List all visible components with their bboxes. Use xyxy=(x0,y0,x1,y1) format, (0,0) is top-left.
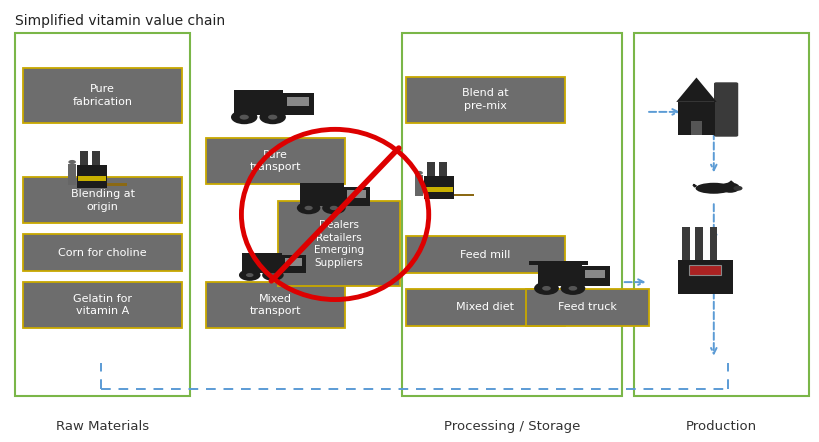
FancyBboxPatch shape xyxy=(206,282,345,328)
FancyBboxPatch shape xyxy=(690,121,701,135)
FancyBboxPatch shape xyxy=(206,138,345,184)
FancyBboxPatch shape xyxy=(713,82,737,137)
Circle shape xyxy=(560,282,585,295)
Circle shape xyxy=(246,273,253,277)
Text: Corn for choline: Corn for choline xyxy=(58,248,147,258)
FancyBboxPatch shape xyxy=(68,164,76,186)
FancyBboxPatch shape xyxy=(425,187,452,192)
Text: Raw Materials: Raw Materials xyxy=(56,419,149,433)
FancyBboxPatch shape xyxy=(414,175,423,196)
FancyBboxPatch shape xyxy=(23,68,182,123)
Text: Mixed diet: Mixed diet xyxy=(456,302,514,312)
FancyBboxPatch shape xyxy=(107,183,127,186)
FancyBboxPatch shape xyxy=(242,252,282,273)
FancyBboxPatch shape xyxy=(23,234,182,271)
Circle shape xyxy=(304,206,312,210)
Circle shape xyxy=(329,206,337,210)
FancyBboxPatch shape xyxy=(92,151,100,165)
FancyBboxPatch shape xyxy=(528,261,587,264)
FancyBboxPatch shape xyxy=(526,289,648,326)
Ellipse shape xyxy=(695,183,731,194)
Circle shape xyxy=(231,110,257,124)
FancyBboxPatch shape xyxy=(537,263,581,286)
FancyBboxPatch shape xyxy=(23,177,182,223)
FancyBboxPatch shape xyxy=(343,187,370,206)
FancyBboxPatch shape xyxy=(438,162,446,175)
Text: Pure
fabrication: Pure fabrication xyxy=(72,84,133,107)
Text: Blend at
pre-mix: Blend at pre-mix xyxy=(461,88,508,111)
Text: Production: Production xyxy=(686,419,756,433)
Circle shape xyxy=(322,202,346,214)
FancyBboxPatch shape xyxy=(234,90,283,115)
Text: Simplified vitamin value chain: Simplified vitamin value chain xyxy=(15,14,225,28)
Text: Feed truck: Feed truck xyxy=(558,302,616,312)
FancyBboxPatch shape xyxy=(584,270,604,278)
Circle shape xyxy=(268,114,277,120)
FancyBboxPatch shape xyxy=(581,266,609,286)
FancyBboxPatch shape xyxy=(284,258,302,266)
Text: Processing / Storage: Processing / Storage xyxy=(443,419,579,433)
Circle shape xyxy=(238,269,260,281)
Text: Gelatin for
vitamin A: Gelatin for vitamin A xyxy=(73,293,132,316)
Polygon shape xyxy=(726,180,734,183)
FancyBboxPatch shape xyxy=(23,282,182,328)
FancyBboxPatch shape xyxy=(405,289,564,326)
FancyBboxPatch shape xyxy=(681,227,689,260)
Circle shape xyxy=(533,282,559,295)
Circle shape xyxy=(720,183,739,193)
FancyBboxPatch shape xyxy=(282,255,305,273)
FancyBboxPatch shape xyxy=(300,183,343,206)
Circle shape xyxy=(414,171,423,175)
FancyBboxPatch shape xyxy=(708,227,717,260)
Text: Mixed
transport: Mixed transport xyxy=(250,293,301,316)
Circle shape xyxy=(541,286,550,291)
Polygon shape xyxy=(676,77,716,102)
FancyBboxPatch shape xyxy=(423,175,454,198)
Circle shape xyxy=(259,110,286,124)
Circle shape xyxy=(68,160,76,164)
FancyBboxPatch shape xyxy=(346,190,365,198)
FancyBboxPatch shape xyxy=(677,102,714,135)
Circle shape xyxy=(568,286,577,291)
Text: Pure
transport: Pure transport xyxy=(250,149,301,172)
Text: Feed mill: Feed mill xyxy=(459,250,510,260)
FancyBboxPatch shape xyxy=(405,236,564,273)
FancyBboxPatch shape xyxy=(77,165,107,188)
Text: Blending at
origin: Blending at origin xyxy=(70,189,134,212)
FancyBboxPatch shape xyxy=(405,77,564,123)
Circle shape xyxy=(269,273,276,277)
Circle shape xyxy=(732,186,742,191)
FancyBboxPatch shape xyxy=(454,194,474,197)
Circle shape xyxy=(262,269,283,281)
FancyBboxPatch shape xyxy=(80,151,88,165)
FancyBboxPatch shape xyxy=(287,96,309,106)
FancyBboxPatch shape xyxy=(283,93,313,115)
FancyBboxPatch shape xyxy=(695,227,702,260)
Circle shape xyxy=(239,114,248,120)
Circle shape xyxy=(296,202,320,214)
FancyBboxPatch shape xyxy=(676,260,732,293)
FancyBboxPatch shape xyxy=(688,265,720,275)
FancyBboxPatch shape xyxy=(278,202,400,286)
Text: Dealers
Retailers
Emerging
Suppliers: Dealers Retailers Emerging Suppliers xyxy=(314,220,364,268)
FancyBboxPatch shape xyxy=(78,176,106,181)
FancyBboxPatch shape xyxy=(427,162,435,175)
